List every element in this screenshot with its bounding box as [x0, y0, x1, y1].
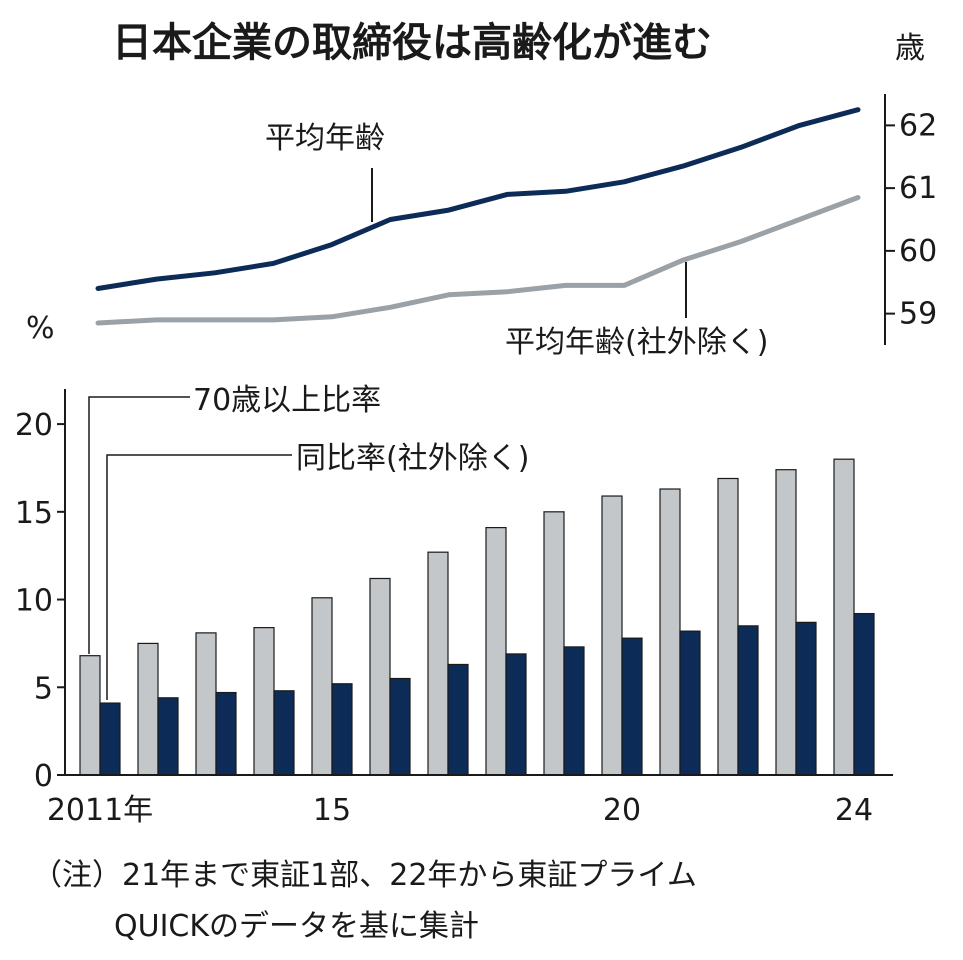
line-series-group — [95, 107, 861, 326]
bar-70plus — [485, 527, 507, 776]
bar-70plus — [79, 655, 101, 776]
line-series-labels: 平均年齢 平均年齢(社外除く) — [265, 121, 768, 360]
bar-chart: % 0 5 10 15 20 2011年 15 20 24 70歳以上比率 同比率(社外除く) — [15, 311, 893, 828]
bar-legend: 70歳以上比率 同比率(社外除く) — [88, 383, 529, 700]
line-y-tick-label: 60 — [899, 234, 937, 269]
series-label-avg-age-excl: 平均年齢(社外除く) — [505, 325, 768, 360]
legend-label-70plus-excl: 同比率(社外除く) — [296, 441, 529, 476]
bar-70plus-excl — [737, 625, 759, 776]
bar-70plus — [253, 627, 275, 776]
legend-label-70plus: 70歳以上比率 — [193, 383, 381, 418]
bar-70plus-excl — [563, 646, 585, 776]
bar-group — [79, 458, 875, 776]
bar-70plus-excl — [795, 621, 817, 776]
bar-70plus-excl — [273, 690, 295, 776]
bar-y-tick-label: 20 — [15, 408, 53, 443]
bar-70plus — [717, 477, 739, 776]
line-chart: 歳 59 60 61 62 平均年齢 平均年齢(社外除く) — [95, 31, 937, 360]
bar-x-tick-label: 15 — [313, 793, 351, 828]
bar-y-tick-label: 15 — [15, 496, 53, 531]
bar-y-tick-label: 5 — [34, 671, 53, 706]
bar-70plus — [427, 551, 449, 776]
bar-70plus-excl — [389, 677, 411, 776]
line-series-1 — [95, 107, 861, 291]
bar-x-tick-label: 2011年 — [47, 793, 153, 828]
bar-70plus — [369, 577, 391, 776]
line-y-tick-label: 62 — [899, 108, 937, 143]
bar-70plus — [659, 488, 681, 776]
bar-70plus — [833, 458, 855, 776]
legend-leader — [88, 396, 190, 654]
chart-title: 日本企業の取締役は高齢化が進む — [112, 20, 712, 66]
bar-70plus — [137, 642, 159, 776]
footnote-line-1: （注）21年まで東証1部、22年から東証プライム — [32, 858, 697, 893]
bar-70plus-excl — [157, 697, 179, 776]
bar-70plus — [311, 597, 333, 776]
bar-70plus — [195, 632, 217, 776]
bar-x-tick-label: 24 — [835, 793, 873, 828]
bar-70plus-excl — [679, 630, 701, 776]
bar-y-tick-label: 0 — [34, 759, 53, 794]
bar-70plus-excl — [99, 702, 121, 776]
line-y-tick-label: 61 — [899, 171, 937, 206]
bar-70plus — [775, 469, 797, 776]
bar-70plus-excl — [215, 691, 237, 776]
bar-70plus-excl — [331, 683, 353, 776]
bar-y-tick-label: 10 — [15, 584, 53, 619]
bar-x-tick-label: 20 — [603, 793, 641, 828]
series-label-avg-age: 平均年齢 — [265, 121, 385, 156]
footnote-line-2: QUICKのデータを基に集計 — [114, 909, 479, 944]
bar-70plus-excl — [447, 663, 469, 776]
bar-x-axis: 2011年 15 20 24 — [47, 774, 893, 828]
bar-y-axis: 0 5 10 15 20 — [15, 389, 66, 794]
bar-70plus-excl — [853, 612, 875, 776]
bar-70plus — [601, 495, 623, 776]
line-y-unit: 歳 — [895, 31, 925, 66]
bar-y-unit: % — [26, 311, 55, 346]
legend-leader — [106, 454, 292, 700]
line-y-axis: 59 60 61 62 — [884, 94, 937, 345]
bar-70plus-excl — [621, 637, 643, 776]
bar-70plus-excl — [505, 653, 527, 776]
bar-70plus — [543, 511, 565, 776]
line-series-2 — [95, 195, 861, 326]
line-y-tick-label: 59 — [899, 297, 937, 332]
